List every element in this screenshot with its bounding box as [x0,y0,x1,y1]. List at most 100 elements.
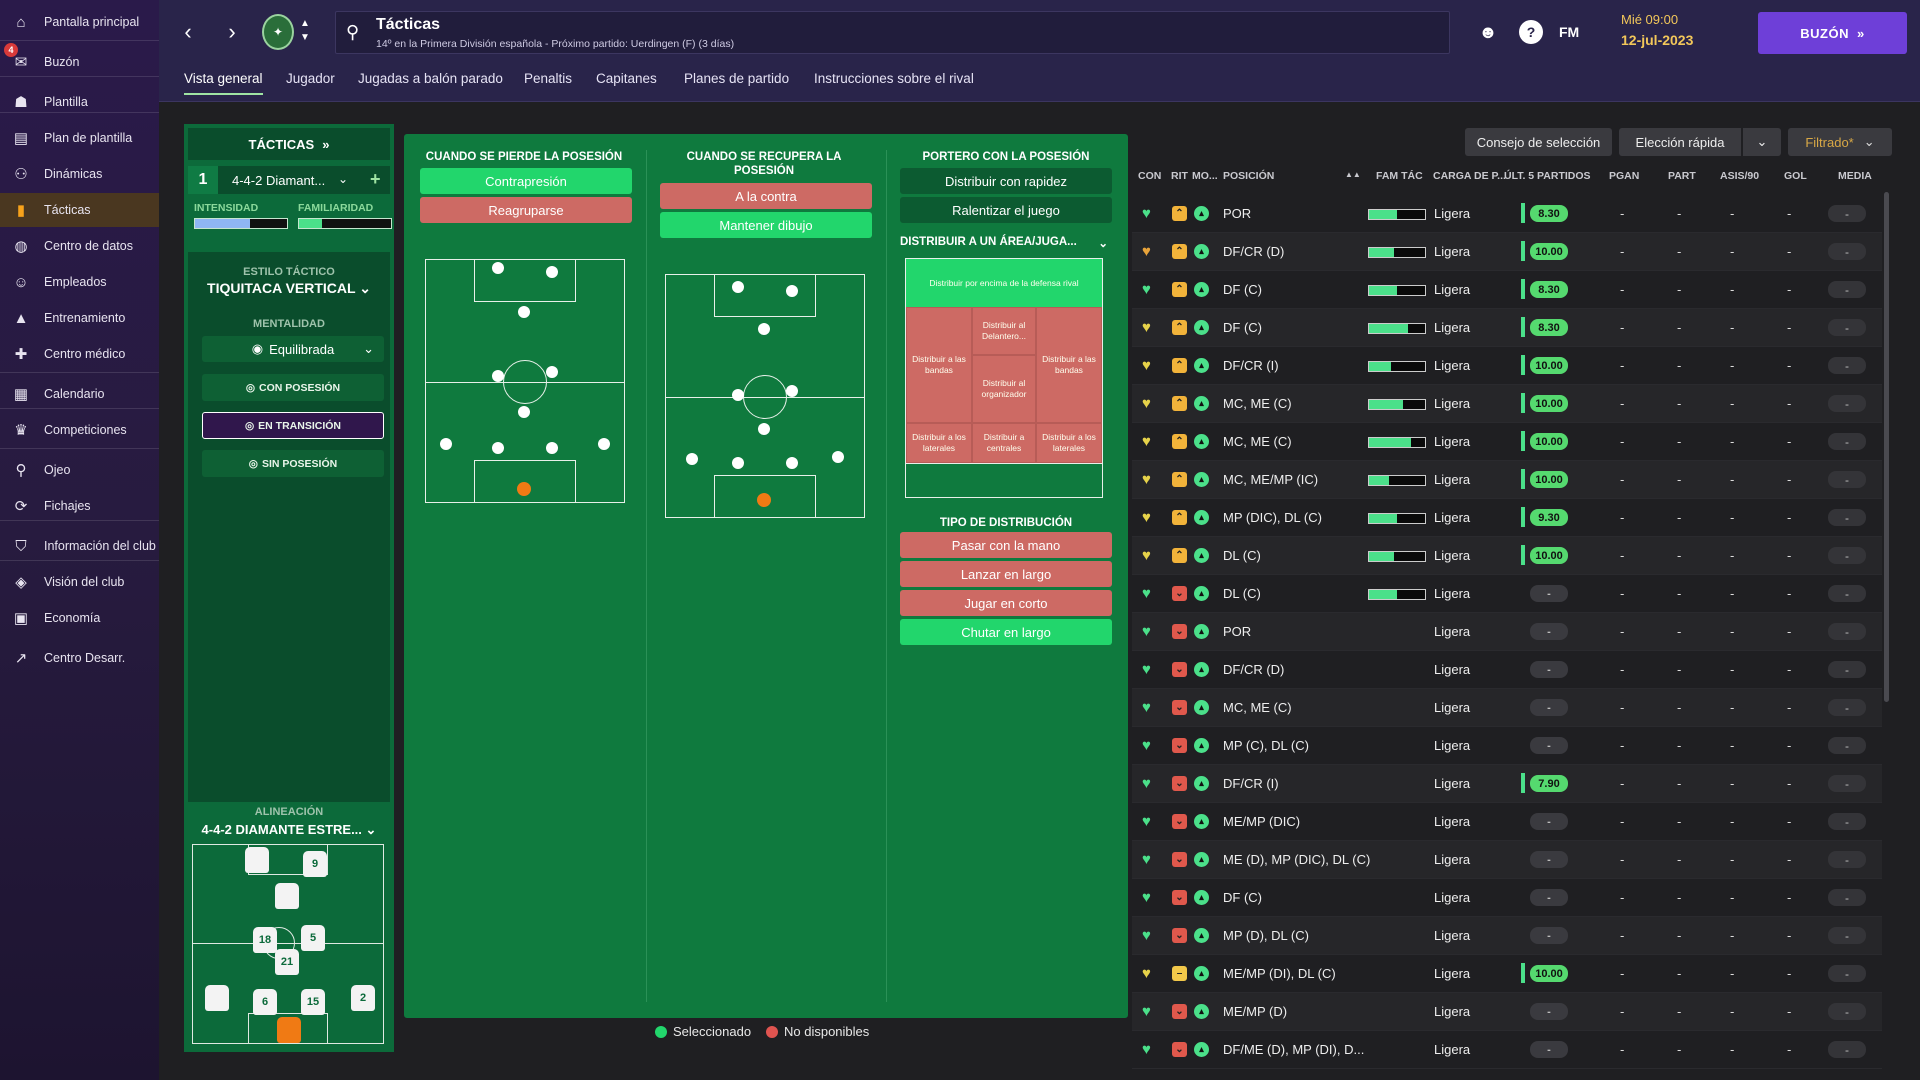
sidebar-item-club-info[interactable]: ⛉ Información del club [0,529,159,563]
sidebar-item-clipboard[interactable]: ▤ Plan de plantilla [0,121,159,155]
date-display[interactable]: Mié 09:00 12-jul-2023 [1621,12,1756,56]
left-wings-zone[interactable]: Distribuir a las bandas [906,307,972,423]
throw-long-option[interactable]: Lanzar en largo [900,561,1112,587]
social-icon[interactable]: ☻ [1478,21,1498,42]
left-fullbacks-zone[interactable]: Distribuir a los laterales [906,423,972,463]
table-row[interactable]: ♥ ⌃ ▴ DL (C) Ligera 10.00 - - - - - [1132,537,1882,575]
sidebar-item-staff[interactable]: ☺ Empleados [0,265,159,299]
sidebar-item-training[interactable]: ▲ Entrenamiento [0,301,159,335]
right-wings-zone[interactable]: Distribuir a las bandas [1036,307,1102,423]
tab-2[interactable]: Jugadas a balón parado [358,71,503,86]
col-header-pgan[interactable]: PGAN [1609,170,1640,182]
playmaker-zone[interactable]: Distribuir al organizador [972,355,1036,423]
counter-option[interactable]: A la contra [660,183,872,209]
player-shirt[interactable]: 15 [301,989,325,1015]
col-header-fam[interactable]: FAM TÁC [1376,170,1423,182]
col-header-position[interactable]: POSICIÓN [1223,170,1275,182]
sidebar-item-club-vision[interactable]: ◈ Visión del club [0,565,159,599]
hold-shape-option[interactable]: Mantener dibujo [660,212,872,238]
table-row[interactable]: ♥ ⌄ ▴ DF/CR (D) Ligera - - - - - - [1132,651,1882,689]
sidebar-item-squad[interactable]: ☗ Plantilla [0,85,159,119]
sidebar-item-calendar[interactable]: ▦ Calendario [0,377,159,411]
help-icon[interactable]: ? [1519,20,1543,44]
quick-pick-dropdown[interactable]: ⌄ [1743,128,1781,156]
lineup-formation-selector[interactable]: 4-4-2 DIAMANTE ESTRE... ⌄ [188,822,390,838]
col-header-part[interactable]: PART [1668,170,1696,182]
slow-pace-option[interactable]: Ralentizar el juego [900,197,1112,223]
col-header-last5[interactable]: ÚLT. 5 PARTIDOS [1504,170,1591,182]
table-row[interactable]: ♥ ⌄ ▴ DL (C) Ligera - - - - - - [1132,575,1882,613]
sidebar-item-inbox[interactable]: ✉ Buzón 4 [0,43,159,79]
col-header-media[interactable]: MEDIA [1838,170,1872,182]
take-long-kicks-option[interactable]: Chutar en largo [900,619,1112,645]
player-shirt[interactable] [275,883,299,909]
sidebar-item-home[interactable]: ⌂ Pantalla principal [0,5,159,39]
tactic-slot-number[interactable]: 1 [188,166,218,194]
add-tactic-button[interactable]: + [370,169,381,189]
table-row[interactable]: ♥ ⌄ ▴ ME/MP (D) Ligera - - - - - - [1132,993,1882,1031]
sidebar-item-tactics[interactable]: ▮ Tácticas [0,193,159,227]
formation-selector[interactable]: 1 4-4-2 Diamant... ⌄ + [188,166,390,194]
tab-1[interactable]: Jugador [286,71,335,86]
club-switcher-icon[interactable]: ▲ ▼ [300,18,310,43]
table-row[interactable]: ♥ ⌃ ▴ MC, ME (C) Ligera 10.00 - - - - - [1132,423,1882,461]
back-arrow-icon[interactable]: ‹ [184,19,192,44]
player-shirt[interactable]: 5 [301,925,325,951]
table-row[interactable]: ♥ ⌄ ▴ MC, ME (C) Ligera - - - - - - [1132,689,1882,727]
regroup-option[interactable]: Reagruparse [420,197,632,223]
roll-out-option[interactable]: Pasar con la mano [900,532,1112,558]
table-row[interactable]: ♥ ⌃ ▴ MC, ME/MP (IC) Ligera 10.00 - - - - - [1132,461,1882,499]
in-transition-button[interactable]: ◎ EN TRANSICIÓN [202,412,384,439]
table-row[interactable]: ♥ ⌄ ▴ DF/CR (I) Ligera 7.90 - - - - - [1132,765,1882,803]
table-row[interactable]: ♥ ⌃ ▴ POR Ligera 8.30 - - - - - [1132,195,1882,233]
sidebar-item-finances[interactable]: ▣ Economía [0,601,159,635]
fm-menu-button[interactable]: FM [1559,24,1580,40]
mentality-selector[interactable]: ◉ Equilibrada ⌄ [202,336,384,362]
tab-6[interactable]: Instrucciones sobre el rival [814,71,974,86]
table-row[interactable]: ♥ ⌃ ▴ DF (C) Ligera 8.30 - - - - - [1132,309,1882,347]
table-row[interactable]: ♥ ⌄ ▴ MP (D), DL (C) Ligera - - - - - - [1132,917,1882,955]
table-row[interactable]: ♥ ⌄ ▴ MP (C), DL (C) Ligera - - - - - - [1132,727,1882,765]
tactics-header[interactable]: TÁCTICAS » [188,128,390,160]
sidebar-item-data[interactable]: ◍ Centro de datos [0,229,159,263]
table-row[interactable]: ♥ ⌃ ▴ MC, ME (C) Ligera 10.00 - - - - - [1132,385,1882,423]
scrollbar[interactable] [1884,192,1889,702]
centre-backs-zone[interactable]: Distribuir a centrales [972,423,1036,463]
over-defence-zone[interactable]: Distribuir por encima de la defensa riva… [906,259,1102,307]
distribute-area-selector[interactable]: DISTRIBUIR A UN ÁREA/JUGA... ⌄ [900,236,1114,250]
lineup-pitch[interactable]: 9 18 5 21 6 15 2 [192,844,384,1044]
player-shirt[interactable]: 21 [275,949,299,975]
counter-press-option[interactable]: Contrapresión [420,168,632,194]
sidebar-item-trophy[interactable]: ♛ Competiciones [0,413,159,447]
in-possession-button[interactable]: ◎ CON POSESIÓN [202,374,384,401]
inbox-continue-button[interactable]: BUZÓN » [1758,12,1907,54]
col-header-con[interactable]: CON [1138,170,1162,182]
tab-4[interactable]: Capitanes [596,71,657,86]
col-header-asis[interactable]: ASIS/90 [1720,170,1760,182]
table-row[interactable]: ♥ ⌃ ▴ MP (DIC), DL (C) Ligera 9.30 - - - - - [1132,499,1882,537]
club-badge-icon[interactable]: ✦ [262,14,294,50]
table-row[interactable]: ♥ ⌄ ▴ ME/MP (DIC) Ligera - - - - - - [1132,803,1882,841]
sidebar-item-dynamics[interactable]: ⚇ Dinámicas [0,157,159,191]
goalkeeper-shirt[interactable] [277,1017,301,1043]
sort-icon[interactable]: ▲▲ [1345,170,1361,179]
player-shirt[interactable]: 9 [303,851,327,877]
take-short-kicks-option[interactable]: Jugar en corto [900,590,1112,616]
tactical-style-selector[interactable]: TIQUITACA VERTICAL ⌄ [188,280,390,297]
quick-pick-button[interactable]: Elección rápida [1619,128,1741,156]
player-shirt[interactable] [205,985,229,1011]
table-row[interactable]: ♥ ⌄ ▴ ME (D), MP (DIC), DL (C) Ligera - - - - - - [1132,841,1882,879]
sidebar-item-development[interactable]: ↗ Centro Desarr. [0,641,159,675]
forward-arrow-icon[interactable]: › [228,19,236,44]
col-header-rit[interactable]: RIT [1171,170,1188,182]
tab-5[interactable]: Planes de partido [684,71,790,86]
table-row[interactable]: ♥ ⌄ ▴ DF/ME (D), MP (DI), D... Ligera - - - - - - [1132,1031,1882,1069]
table-row[interactable]: ♥ ⌃ ▴ DF/CR (D) Ligera 10.00 - - - - - [1132,233,1882,271]
tab-3[interactable]: Penaltis [524,71,573,86]
sidebar-item-transfers[interactable]: ⟳ Fichajes [0,489,159,523]
out-of-possession-button[interactable]: ◎ SIN POSESIÓN [202,450,384,477]
forward-zone[interactable]: Distribuir al Delantero... [972,307,1036,355]
col-header-load[interactable]: CARGA DE P... [1433,170,1506,182]
table-row[interactable]: ♥ – ▴ ME/MP (DI), DL (C) Ligera 10.00 - - - - - [1132,955,1882,993]
right-fullbacks-zone[interactable]: Distribuir a los laterales [1036,423,1102,463]
